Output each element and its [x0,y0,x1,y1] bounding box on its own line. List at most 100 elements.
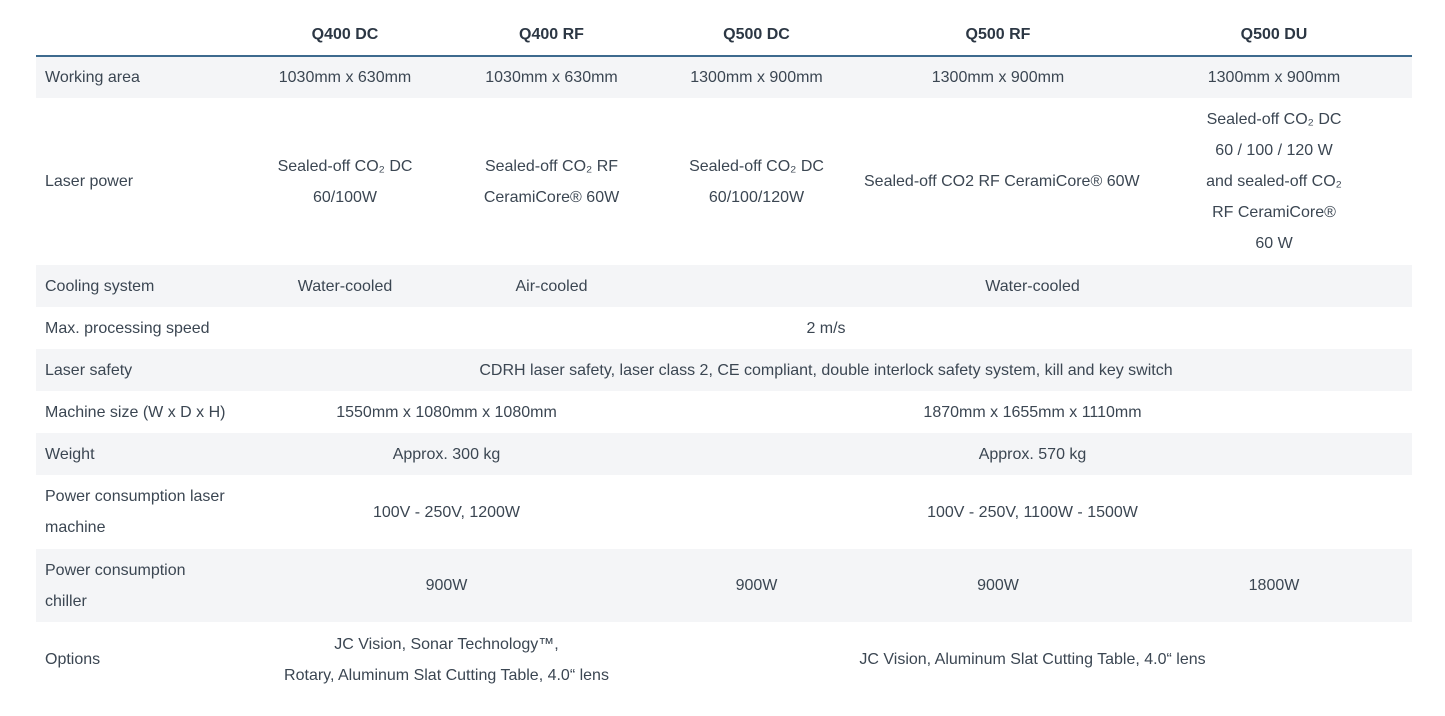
table-cell: 1300mm x 900mm [653,56,860,98]
table-cell: Sealed-off CO₂ DC 60/100/120W [653,98,860,265]
cell-line: 60/100/120W [708,188,805,206]
table-row: Power consumption chiller 900W 900W 900W 1800… [36,549,1412,622]
table-row: Power consumption laser machine 100V - 250… [36,475,1412,549]
column-header: Q500 DU [1136,14,1412,57]
table-cell: CDRH laser safety, laser class 2, CE com… [240,349,1412,391]
table-row: Working area 1030mm x 630mm 1030mm x 630mm… [36,56,1412,98]
row-label-line: Options [45,651,101,668]
table-cell: Sealed-off CO₂ DC 60 / 100 / 120 W and sea… [1136,98,1412,265]
cell-line: 2 m/s [806,319,846,337]
table-cell: 900W [653,549,860,622]
column-header: Q500 RF [860,14,1136,57]
row-label-line: Working area [45,69,140,86]
cell-line: Sealed-off CO₂ DC [277,157,413,175]
row-label-line: Power consumption [45,561,186,579]
cell-line: 1300mm x 900mm [690,69,823,86]
row-label: Weight [36,433,240,475]
cell-line: 1030mm x 630mm [485,69,618,86]
table-cell: Approx. 300 kg [240,433,653,475]
row-label: Options [36,622,240,697]
table-cell: Water-cooled [240,265,450,307]
cell-line: Approx. 300 kg [392,445,501,463]
cell-line: 1800W [1248,577,1300,594]
table-cell: 900W [860,549,1136,622]
table-cell: Sealed-off CO2 RF CeramiCore® 60W [860,98,1140,265]
cell-line: RF CeramiCore® [1212,204,1336,221]
cell-line: 60 / 100 / 120 W [1215,142,1333,159]
cell-line: Approx. 570 kg [978,445,1087,463]
row-label: Power consumption laser machine [36,475,240,549]
table-cell: Water-cooled [653,265,1412,307]
row-label: Cooling system [36,265,240,307]
cell-line: 1300mm x 900mm [1207,69,1341,86]
row-label: Machine size (W x D x H) [36,391,240,433]
cell-line: 1300mm x 900mm [931,69,1065,86]
cell-line: 100V - 250V, 1200W [372,503,521,521]
table-cell: Sealed-off CO₂ DC 60/100W [240,98,450,265]
cell-line: Water-cooled [985,277,1080,295]
table-cell: 1030mm x 630mm [240,56,450,98]
row-label-line: machine [45,519,106,536]
table-row: Cooling system Water-cooled Air-cooled Wate… [36,265,1412,307]
column-header: Q500 DC [653,14,860,57]
header-row: Q400 DC Q400 RF Q500 DC Q500 RF Q500 DU [36,14,1412,57]
cell-line: 1550mm x 1080mm x 1080mm [336,403,557,421]
table-cell: Sealed-off CO₂ RF CeramiCore® 60W [450,98,653,265]
table-row: Weight Approx. 300 kg Approx. 570 kg [36,433,1412,475]
table-row: Machine size (W x D x H) 1550mm x 1080mm … [36,391,1412,433]
cell-line: 1870mm x 1655mm x 1110mm [923,403,1142,421]
cell-line: Air-cooled [515,277,588,295]
table-cell: 100V - 250V, 1200W [240,475,653,549]
table-row: Max. processing speed 2 m/s [36,307,1412,349]
row-label: Power consumption chiller [36,549,240,622]
table-cell: Approx. 570 kg [653,433,1412,475]
cell-line: Sealed-off CO2 RF CeramiCore® 60W [864,173,1140,190]
cell-line: CDRH laser safety, laser class 2, CE com… [479,361,1173,379]
cell-line: and sealed-off CO₂ [1206,173,1342,190]
table-cell: 1870mm x 1655mm x 1110mm [653,391,1412,433]
table-cell: 1800W [1136,549,1412,622]
cell-line: Sealed-off CO₂ RF [484,157,619,175]
cell-line: JC Vision, Sonar Technology™, [334,635,559,653]
row-label-line: Laser safety [45,361,133,379]
row-label: Laser safety [36,349,240,391]
cell-line: Water-cooled [297,277,393,295]
header-empty [36,14,240,57]
cell-line: JC Vision, Aluminum Slat Cutting Table, … [859,651,1206,668]
cell-line: Rotary, Aluminum Slat Cutting Table, 4.0… [284,666,609,684]
column-header: Q400 DC [240,14,450,57]
row-label-line: chiller [45,592,87,610]
cell-line: Sealed-off CO₂ DC [1206,111,1342,128]
table-cell: 1300mm x 900mm [860,56,1136,98]
cell-line: 900W [425,577,468,594]
cell-line: 900W [977,577,1019,594]
table-cell: 1300mm x 900mm [1136,56,1412,98]
row-label-line: Weight [45,445,95,463]
column-header: Q400 RF [450,14,653,57]
table-cell: Air-cooled [450,265,653,307]
cell-line: 100V - 250V, 1100W - 1500W [927,503,1138,521]
row-label-line: Machine size (W x D x H) [45,403,226,421]
spec-table: Q400 DC Q400 RF Q500 DC Q500 RF Q500 DU Work… [36,14,1412,697]
cell-line: Sealed-off CO₂ DC [689,157,824,175]
cell-line: 60/100W [312,188,378,206]
row-label-line: Cooling system [45,277,155,295]
table-cell: JC Vision, Aluminum Slat Cutting Table, … [653,622,1412,697]
cell-line: 1030mm x 630mm [278,69,412,86]
row-label-line: Power consumption laser [45,488,225,505]
table-cell: 2 m/s [240,307,1412,349]
row-label: Laser power [36,98,240,265]
cell-line: 900W [735,577,778,594]
row-label-line: Max. processing speed [45,319,210,337]
table-cell: 1550mm x 1080mm x 1080mm [240,391,653,433]
table-row: Laser power Sealed-off CO₂ DC 60/100W Seale… [36,98,1412,265]
table-cell: 1030mm x 630mm [450,56,653,98]
cell-line: CeramiCore® 60W [483,188,620,206]
row-label: Max. processing speed [36,307,240,349]
table-row: Options JC Vision, Sonar Technology™, Rota… [36,622,1412,697]
row-label: Working area [36,56,240,98]
table-cell: 100V - 250V, 1100W - 1500W [653,475,1412,549]
table-cell: 900W [240,549,653,622]
table-cell: JC Vision, Sonar Technology™, Rotary, Alu… [240,622,653,697]
cell-line: 60 W [1255,235,1293,252]
